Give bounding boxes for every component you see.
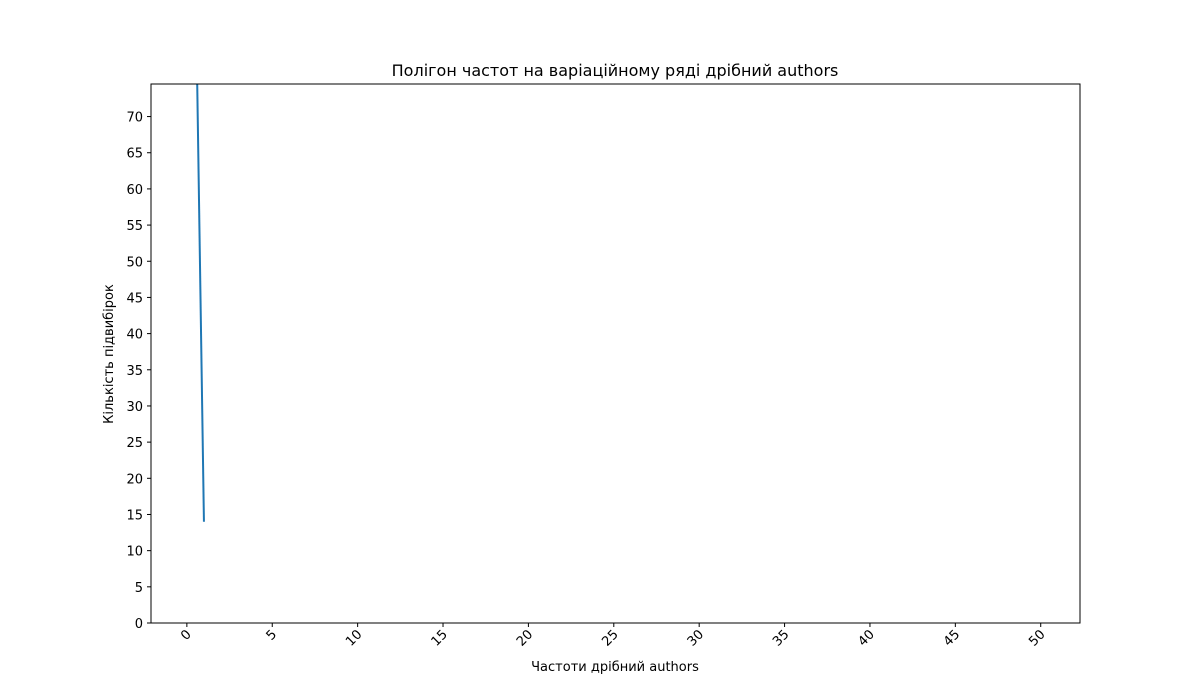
- x-tick-label: 50: [1026, 627, 1048, 649]
- x-tick-label: 15: [429, 627, 451, 649]
- series-layer: [196, 84, 205, 522]
- y-tick-label: 15: [126, 508, 143, 523]
- y-tick-label: 30: [126, 400, 143, 415]
- x-tick-label: 45: [941, 627, 963, 649]
- x-tick-label: 5: [264, 627, 280, 643]
- x-axis-ticks: 0 5 10 15 20 25 30 35 40 45 50: [178, 623, 1049, 650]
- y-tick-label: 35: [126, 364, 143, 379]
- y-tick-label: 55: [126, 219, 143, 234]
- y-axis-ticks: 0 5 10 15 20 25 30 35 40 45 50 55 60 65 70: [126, 111, 151, 632]
- y-tick-label: 20: [126, 472, 143, 487]
- chart-title: Полігон частот на варіаційному ряді дріб…: [392, 61, 839, 80]
- y-axis-label: Кількість підвибірок: [102, 284, 117, 424]
- x-tick-label: 20: [514, 627, 536, 649]
- y-tick-label: 5: [135, 581, 143, 596]
- y-tick-label: 70: [126, 111, 143, 126]
- y-tick-label: 10: [126, 545, 143, 560]
- y-tick-label: 50: [126, 255, 143, 270]
- x-tick-label: 35: [770, 627, 792, 649]
- y-tick-label: 45: [126, 291, 143, 306]
- x-tick-label: 0: [178, 627, 194, 643]
- y-tick-label: 40: [126, 328, 143, 343]
- plot-area: [196, 84, 205, 522]
- x-axis-label: Частоти дрібний authors: [531, 660, 699, 675]
- y-tick-label: 25: [126, 436, 143, 451]
- x-tick-label: 40: [855, 627, 877, 649]
- y-tick-label: 0: [135, 617, 143, 632]
- x-tick-label: 10: [343, 627, 365, 649]
- plot-frame: [150, 83, 1081, 624]
- x-tick-label: 25: [599, 627, 621, 649]
- x-tick-label: 30: [685, 627, 707, 649]
- y-tick-label: 65: [126, 147, 143, 162]
- series-line: [196, 84, 205, 522]
- y-tick-label: 60: [126, 183, 143, 198]
